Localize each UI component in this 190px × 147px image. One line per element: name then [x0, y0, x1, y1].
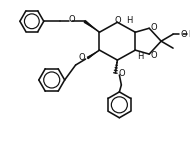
Text: O: O — [114, 16, 121, 25]
Text: O: O — [118, 69, 125, 77]
Text: O: O — [180, 30, 187, 39]
Text: H: H — [126, 16, 132, 25]
Text: H: H — [137, 52, 143, 61]
Polygon shape — [84, 20, 100, 32]
Text: O: O — [79, 53, 86, 62]
Text: O: O — [150, 23, 157, 32]
Text: I: I — [188, 30, 190, 39]
Text: O: O — [68, 15, 75, 24]
Text: O: O — [150, 51, 157, 60]
Polygon shape — [87, 50, 100, 59]
